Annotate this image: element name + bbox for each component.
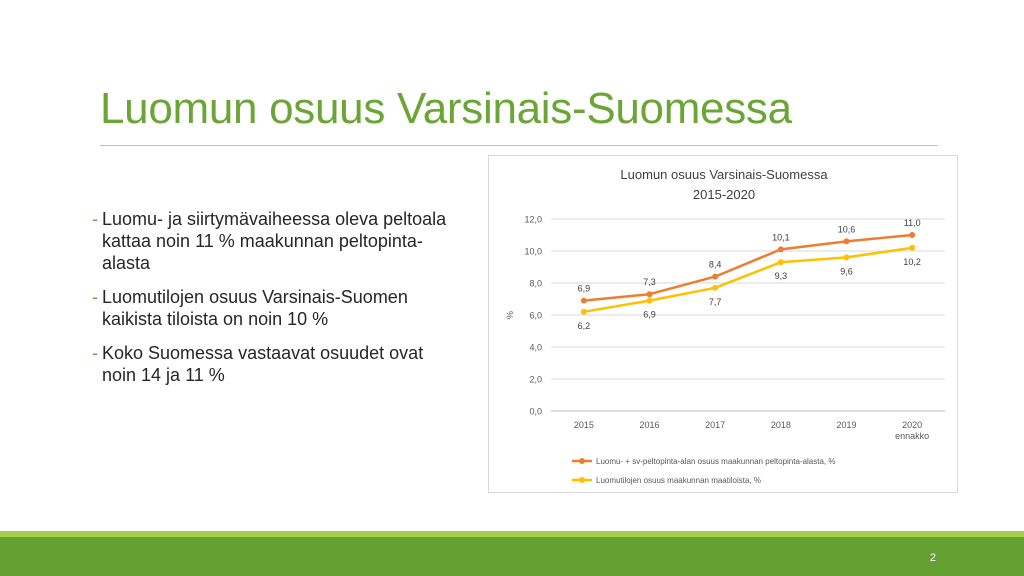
legend-label: Luomutilojen osuus maakunnan maatiloista… — [596, 476, 761, 485]
x-tick-label: 2020 — [902, 420, 922, 430]
data-label: 11,0 — [904, 218, 921, 228]
page-number: 2 — [929, 552, 936, 564]
data-point — [843, 238, 850, 245]
data-label: 9,3 — [775, 271, 788, 281]
bullet-marker: - — [92, 209, 98, 229]
data-label: 8,4 — [709, 260, 722, 270]
data-point — [712, 273, 719, 280]
data-point — [909, 244, 916, 251]
data-point — [646, 297, 653, 304]
series-line — [583, 246, 913, 314]
bullet-item: - Luomutilojen osuus Varsinais-Suomen kai… — [92, 286, 462, 330]
chart-canvas: Luomun osuus Varsinais-Suomessa 2015-202… — [505, 167, 945, 485]
data-point — [843, 254, 850, 261]
legend: Luomu- + sv-peltopinta-alan osuus maakun… — [572, 457, 835, 485]
data-label: 9,6 — [840, 266, 853, 276]
data-point — [580, 308, 587, 315]
y-tick-label: 0,0 — [529, 407, 542, 417]
legend-marker — [579, 477, 585, 483]
line-chart: Luomun osuus Varsinais-Suomessa 2015-202… — [488, 155, 958, 493]
data-label: 10,2 — [903, 257, 921, 267]
data-label: 7,7 — [709, 297, 722, 307]
data-label: 7,3 — [643, 277, 656, 287]
chart-title: Luomun osuus Varsinais-Suomessa — [620, 167, 828, 182]
data-point — [777, 259, 784, 266]
slide-title: Luomun osuus Varsinais-Suomessa — [100, 84, 792, 133]
y-tick-label: 8,0 — [529, 279, 542, 289]
data-label: 10,6 — [838, 224, 856, 234]
data-point — [712, 284, 719, 291]
data-point — [580, 297, 587, 304]
legend-label: Luomu- + sv-peltopinta-alan osuus maakun… — [596, 457, 835, 466]
x-tick-label: 2018 — [771, 420, 791, 430]
bullet-list: - Luomu- ja siirtymävaiheessa oleva pelto… — [92, 208, 462, 398]
x-tick-label: 2015 — [574, 420, 594, 430]
data-point — [646, 291, 653, 298]
series-layer: 6,9 7,3 8,4 10,1 10,6 11,0 6,2 6,9 7,7 9,3 9,6 10,2 — [578, 218, 921, 331]
footer-accent-stripe — [0, 531, 1024, 537]
y-tick-label: 10,0 — [524, 247, 542, 257]
data-label: 6,9 — [643, 310, 656, 320]
data-label: 6,2 — [578, 321, 591, 331]
data-label: 6,9 — [578, 284, 591, 294]
chart-subtitle: 2015-2020 — [693, 187, 755, 202]
footer-band — [0, 537, 1024, 576]
axis-labels: 0,0 2,0 4,0 6,0 8,0 10,0 12,0 2015 2016 2017 2018 2… — [524, 215, 929, 442]
series-line — [583, 233, 913, 302]
bullet-text: Luomu- ja siirtymävaiheessa oleva peltoa… — [102, 209, 447, 273]
data-label: 10,1 — [772, 232, 790, 242]
bullet-item: - Luomu- ja siirtymävaiheessa oleva pelto… — [92, 208, 462, 274]
x-tick-label: 2017 — [705, 420, 725, 430]
y-tick-label: 2,0 — [529, 375, 542, 385]
x-tick-label: 2016 — [639, 420, 659, 430]
bullet-text: Luomutilojen osuus Varsinais-Suomen kaik… — [102, 287, 408, 329]
gridlines — [551, 218, 945, 412]
bullet-marker: - — [92, 287, 98, 307]
data-point — [777, 246, 784, 253]
x-tick-label: 2019 — [836, 420, 856, 430]
legend-marker — [579, 458, 585, 464]
y-axis-label: % — [505, 311, 515, 319]
data-point — [909, 232, 916, 238]
y-tick-label: 4,0 — [529, 343, 542, 353]
y-tick-label: 12,0 — [524, 215, 542, 225]
x-tick-sublabel: ennakko — [895, 431, 929, 441]
bullet-marker: - — [92, 343, 98, 363]
bullet-item: - Koko Suomessa vastaavat osuudet ovat no… — [92, 342, 462, 386]
y-tick-label: 6,0 — [529, 311, 542, 321]
title-divider — [100, 145, 938, 146]
bullet-text: Koko Suomessa vastaavat osuudet ovat noi… — [102, 343, 424, 385]
